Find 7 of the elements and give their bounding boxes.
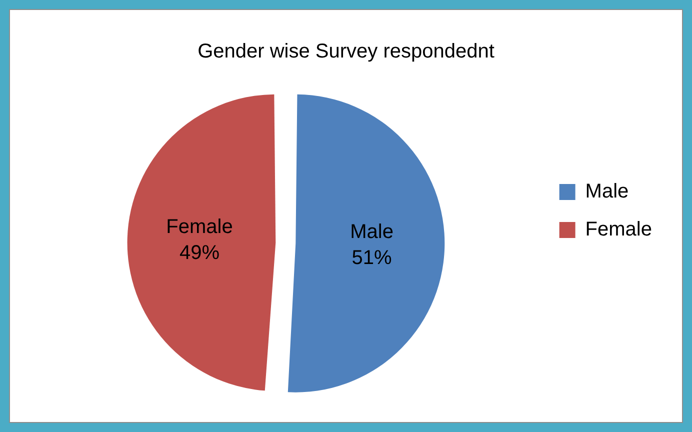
data-label: 51% (352, 247, 392, 270)
chart-title: Gender wise Survey respondednt (198, 40, 495, 63)
legend-label: Female (585, 218, 652, 241)
slice-label: Female (166, 216, 233, 238)
legend-label: Male (585, 180, 629, 203)
slice-label: Male (350, 221, 394, 244)
data-label: 49% (180, 242, 220, 264)
